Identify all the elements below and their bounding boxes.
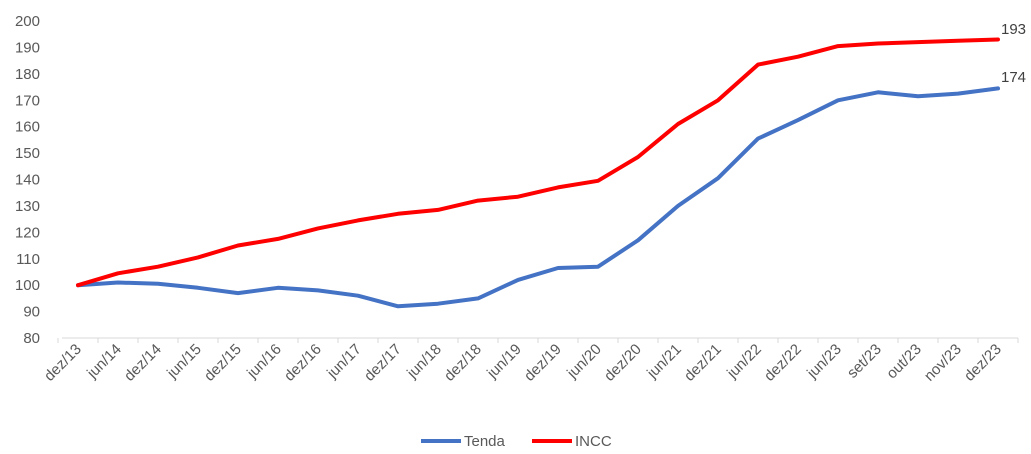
x-tick-label: dez/22 xyxy=(761,341,805,385)
y-tick-label: 90 xyxy=(23,304,40,321)
x-tick-label: jun/22 xyxy=(723,341,765,383)
y-tick-label: 120 xyxy=(15,224,40,241)
x-tick-label: jun/15 xyxy=(163,341,205,383)
y-tick-label: 110 xyxy=(16,251,40,268)
legend: Tenda INCC xyxy=(421,433,612,450)
end-labels: 193 174 xyxy=(1001,21,1026,86)
x-tick-label: set/23 xyxy=(844,341,885,382)
x-tick-label: jun/19 xyxy=(483,341,525,383)
x-tick-label: jun/17 xyxy=(323,341,365,383)
x-tick-label: dez/18 xyxy=(441,341,485,385)
x-tick-label: jun/23 xyxy=(803,341,845,383)
x-tick-label: out/23 xyxy=(883,341,925,383)
y-tick-label: 200 xyxy=(15,13,40,30)
y-axis: 80 90 100 110 120 130 140 150 160 170 180 190 200 xyxy=(15,13,40,347)
x-tick-label: jun/21 xyxy=(643,341,685,383)
x-tick-label: dez/17 xyxy=(361,341,405,385)
y-tick-label: 170 xyxy=(15,92,40,109)
x-tick-label: dez/16 xyxy=(281,341,325,385)
x-tick-label: jun/20 xyxy=(563,341,605,383)
x-tick-label: dez/23 xyxy=(961,341,1005,385)
x-tick-label: dez/21 xyxy=(681,341,725,385)
y-tick-label: 130 xyxy=(15,198,40,215)
end-label-incc: 193 xyxy=(1001,21,1026,38)
series-line-incc xyxy=(76,37,1000,288)
series-line-tenda xyxy=(76,86,1000,309)
x-tick-label: dez/14 xyxy=(121,341,165,385)
x-tick-label: dez/20 xyxy=(601,341,645,385)
end-label-tenda: 174 xyxy=(1001,69,1026,86)
x-tick-label: nov/23 xyxy=(921,341,965,385)
y-tick-label: 100 xyxy=(15,277,40,294)
x-tick-label: dez/13 xyxy=(41,341,85,385)
y-tick-label: 180 xyxy=(15,66,40,83)
legend-label-tenda: Tenda xyxy=(464,433,506,450)
legend-label-incc: INCC xyxy=(575,433,612,450)
y-tick-label: 80 xyxy=(23,330,40,347)
x-tick-label: dez/15 xyxy=(201,341,245,385)
series-layer xyxy=(76,37,1000,309)
x-tick-label: dez/19 xyxy=(521,341,565,385)
y-tick-label: 150 xyxy=(15,145,40,162)
y-tick-label: 160 xyxy=(15,119,40,136)
y-tick-label: 190 xyxy=(15,39,40,56)
x-tick-label: jun/18 xyxy=(403,341,445,383)
y-tick-label: 140 xyxy=(15,172,40,189)
x-tick-label: jun/14 xyxy=(83,341,125,383)
x-tick-label: jun/16 xyxy=(243,341,285,383)
